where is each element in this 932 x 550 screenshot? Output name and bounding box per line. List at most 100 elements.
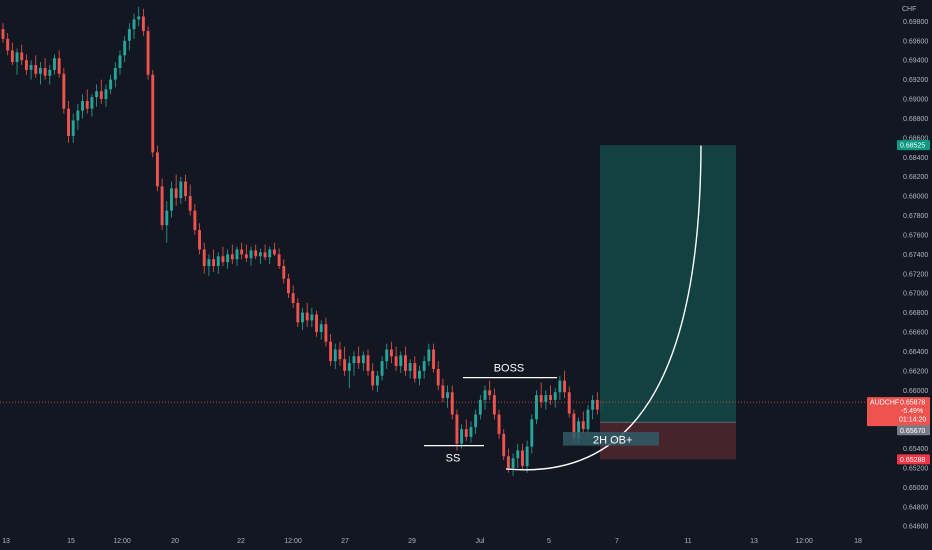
candle-body [230,254,234,260]
candle-body [511,458,515,468]
candle-body [516,450,520,459]
price-tick-label: 0.65400 [903,446,928,453]
candle-body [563,380,567,393]
candle-body [141,16,145,32]
candle-body [244,254,248,259]
change-percent-text: -5.49% [901,408,923,415]
candle-body [146,31,150,75]
candle-body [366,355,370,371]
candle-body [15,52,19,63]
entry-price-badge [897,425,930,436]
candle-body [1,29,5,39]
candle-body [361,355,365,364]
price-axis[interactable]: CHF 0.69800 0.69600 0.69400 0.69200 0.69000 0… [902,6,928,531]
profit-zone[interactable] [600,145,736,423]
candle-body [202,249,206,266]
candle-body [160,186,164,226]
price-tick-label: 0.67600 [903,232,928,239]
candle-body [572,413,576,439]
time-tick-label: 7 [615,538,619,545]
time-tick-label: 29 [408,538,416,545]
candle-body [432,349,435,369]
candle-body [90,97,94,109]
candle-body [132,19,136,30]
projection-curve[interactable] [505,145,702,471]
candle-body [258,252,262,257]
candle-body [151,74,155,153]
price-tick-label: 0.67400 [903,252,928,259]
candle-body [29,65,33,70]
candle-body [549,395,552,400]
candle-body [591,399,595,410]
boss-label: BOSS [494,363,525,375]
price-tick-label: 0.67800 [903,213,928,220]
candle-countdown-text: 01:14:20 [899,417,926,424]
candle-body [95,91,99,98]
candle-body [43,67,47,76]
time-tick-label: 18 [854,538,862,545]
price-tick-label: 0.69000 [903,97,928,104]
candle-body [296,302,300,323]
candle-body [254,250,258,257]
candle-body [118,55,122,68]
candle-body [455,414,459,444]
time-tick-label: 15 [67,538,75,545]
price-tick-label: 0.65000 [903,485,928,492]
candle-body [310,314,314,321]
candle-body [240,249,244,255]
candle-body [291,293,295,303]
candle-body [530,419,534,447]
time-tick-label: Jul [476,538,485,545]
candle-body [427,349,431,362]
candle-body [62,73,66,109]
time-tick-label: 12:00 [795,538,813,545]
candle-body [404,355,407,371]
candle-body [109,79,113,90]
candle-body [450,392,454,415]
ss-label: SS [446,453,461,465]
candle-body [137,16,141,20]
candle-body [170,188,173,211]
candle-body [347,363,351,371]
candle-body [6,38,10,51]
candle-body [343,359,347,371]
time-tick-label: 20 [171,538,179,545]
time-tick-label: 13 [750,538,758,545]
candle-body [408,363,412,371]
candle-body [488,390,492,396]
candle-body [99,91,103,100]
price-tick-label: 0.68000 [903,194,928,201]
time-axis[interactable]: 13 15 12:00 20 22 12:00 27 29 Jul 5 7 11 13 12:00 18 [2,538,862,545]
order-block-box[interactable] [563,432,659,446]
candle-body [553,392,557,400]
price-tick-label: 0.69200 [903,77,928,84]
candle-body [319,324,323,333]
candle-body [577,421,581,439]
price-badges: 0.68525 AUDCHF 0.65878 -5.49% 01:14:20 0… [867,140,930,465]
time-tick-label: 27 [341,538,349,545]
candle-body [464,429,468,437]
candle-body [357,356,361,364]
candle-body [324,324,328,342]
candle-body [81,100,85,111]
stop-price-text: 0.65288 [900,457,925,464]
candle-body [263,252,267,258]
candle-body [394,356,398,366]
candle-body [127,29,131,41]
time-tick-label: 11 [684,538,691,545]
candle-body [24,60,28,70]
candle-body [165,210,169,226]
candle-body [179,181,183,199]
candle-body [198,230,201,250]
candle-body [474,414,478,428]
price-tick-label: 0.64800 [903,504,928,511]
candle-body [352,356,356,364]
price-tick-label: 0.66000 [903,388,928,395]
candle-body [10,50,14,63]
candle-body [85,100,89,109]
candle-body [441,385,445,399]
candle-body [567,392,571,414]
candle-body [193,210,197,231]
